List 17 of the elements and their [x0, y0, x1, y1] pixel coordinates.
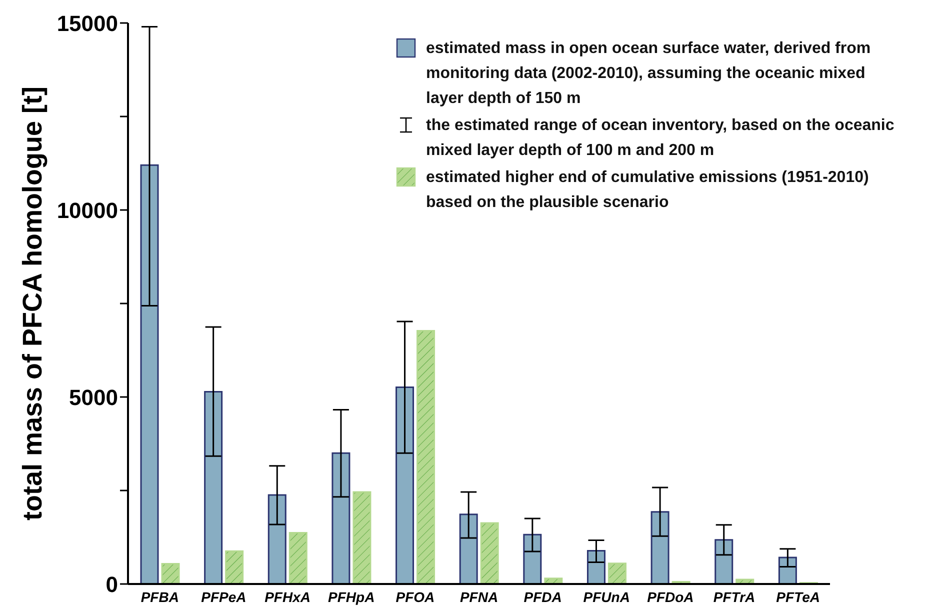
x-tick-label: PFPeA	[201, 588, 246, 605]
legend-label: estimated higher end of cumulative emissions (1951-2010) based on the plausible scenario	[426, 168, 870, 213]
x-tick-label: PFHpA	[328, 588, 375, 605]
x-tick-label: PFHxA	[264, 588, 310, 605]
y-axis-title: total mass of PFCA homologue [t]	[18, 86, 48, 520]
x-tick-label: PFDoA	[647, 588, 694, 605]
x-tick-label: PFTrA	[713, 588, 756, 605]
x-tick-label: PFDA	[524, 588, 562, 605]
x-tick-label: PFOA	[396, 588, 435, 605]
y-tick-label: 5000	[69, 384, 118, 410]
x-tick-label: PFBA	[140, 588, 179, 605]
y-tick-label: 15000	[56, 10, 118, 36]
y-tick-label: 10000	[56, 198, 118, 223]
x-tick-label: PFTeA	[776, 588, 820, 605]
x-tick-label: PFNA	[460, 588, 498, 605]
x-tick-label: PFUnA	[583, 588, 630, 605]
y-tick-label: 0	[106, 572, 118, 597]
